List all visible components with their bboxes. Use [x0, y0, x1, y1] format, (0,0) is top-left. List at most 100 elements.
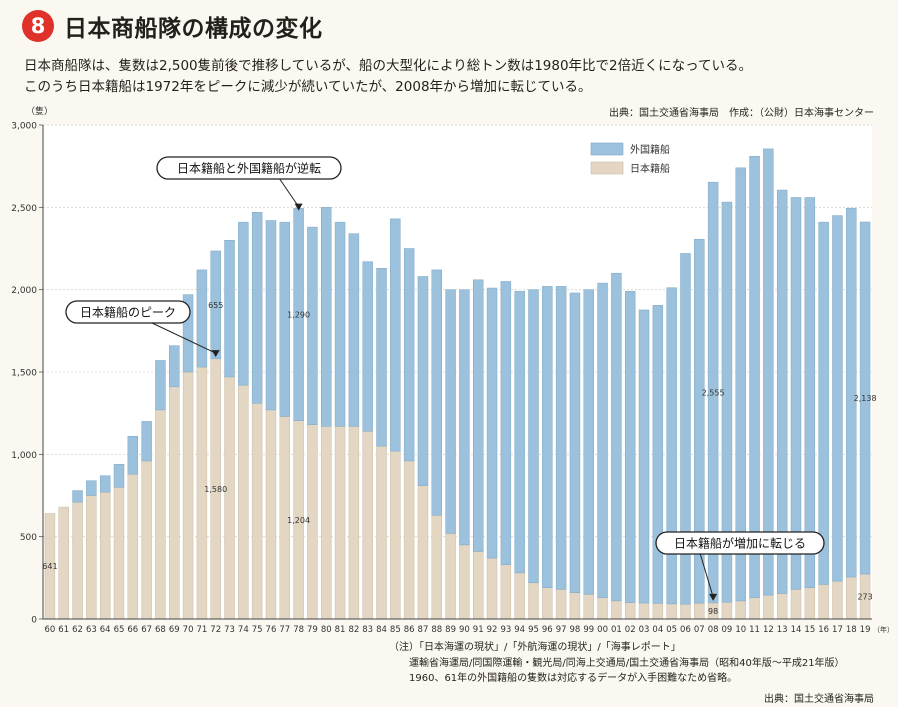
legend-swatch-foreign — [590, 142, 624, 156]
bar-japan-68 — [155, 409, 166, 620]
y-tick-label: 500 — [20, 533, 37, 543]
bar-japan-12 — [763, 594, 774, 620]
x-tick-label: 14 — [791, 625, 802, 635]
bar-foreign-77 — [279, 221, 291, 417]
x-tick-label: 06 — [680, 625, 691, 635]
bar-japan-83 — [362, 431, 373, 620]
bar-foreign-12 — [763, 148, 774, 596]
x-tick-label: 81 — [335, 625, 346, 635]
x-tick-label: 09 — [722, 625, 733, 635]
data-label-foreign-72: 655 — [208, 301, 223, 310]
x-tick-label: 93 — [500, 625, 511, 635]
x-tick-label: 02 — [625, 625, 636, 635]
bar-japan-74 — [238, 384, 249, 620]
x-tick-label: 89 — [445, 625, 456, 635]
bar-foreign-04 — [652, 305, 664, 604]
bar-japan-89 — [445, 533, 456, 620]
bar-foreign-07 — [694, 239, 705, 604]
bar-foreign-89 — [445, 289, 456, 534]
x-axis-unit-label: （年） — [873, 625, 894, 634]
page-title: 日本商船隊の構成の変化 — [64, 16, 323, 42]
bar-japan-91 — [473, 551, 484, 620]
bar-foreign-14 — [790, 197, 802, 590]
bar-japan-87 — [417, 485, 429, 620]
bar-foreign-93 — [500, 281, 512, 565]
bar-japan-85 — [390, 450, 401, 620]
data-label-foreign-19: 2,138 — [854, 394, 877, 403]
bar-japan-15 — [804, 587, 816, 620]
bar-japan-70 — [182, 371, 194, 620]
x-tick-label: 07 — [694, 625, 705, 635]
x-tick-label: 85 — [390, 625, 401, 635]
annotation-text: 日本籍船が増加に転じる — [674, 536, 806, 551]
x-tick-label: 04 — [652, 625, 663, 635]
annotation-arrow-head — [294, 203, 303, 211]
data-label-japan-19: 273 — [857, 593, 872, 602]
x-tick-label: 84 — [376, 625, 387, 635]
annotation-leader — [149, 321, 216, 354]
bar-japan-98 — [569, 592, 581, 620]
bar-foreign-90 — [459, 289, 470, 546]
bar-japan-11 — [749, 597, 760, 620]
x-tick-label: 71 — [196, 625, 207, 635]
data-label-japan-08: 98 — [708, 607, 718, 616]
x-tick-label: 05 — [666, 625, 677, 635]
y-tick-label: 2,000 — [11, 286, 37, 296]
data-label-japan-60: 641 — [42, 562, 57, 571]
bar-foreign-91 — [473, 279, 484, 552]
x-tick-label: 77 — [279, 625, 290, 635]
bar-foreign-80 — [321, 207, 332, 427]
x-tick-label: 65 — [114, 625, 125, 635]
bar-foreign-03 — [638, 309, 650, 604]
x-tick-label: 16 — [818, 625, 829, 635]
bar-japan-86 — [403, 460, 415, 620]
bar-foreign-86 — [403, 248, 415, 462]
x-tick-label: 86 — [404, 625, 415, 635]
bar-foreign-16 — [818, 221, 829, 585]
x-tick-label: 95 — [528, 625, 539, 635]
bar-japan-99 — [583, 594, 594, 620]
x-tick-label: 92 — [487, 625, 498, 635]
x-tick-label: 61 — [58, 625, 69, 635]
bar-foreign-72 — [210, 250, 221, 360]
description-line-1: 日本商船隊は、隻数は2,500隻前後で推移しているが、船の大型化により総トン数は… — [24, 58, 752, 74]
bar-japan-80 — [321, 426, 332, 620]
data-label-foreign-78: 1,290 — [287, 311, 310, 320]
legend-swatch-japan — [590, 161, 624, 175]
bar-foreign-87 — [417, 276, 429, 486]
note-line-3: 1960、61年の外国籍船の隻数は対応するデータが入手困難なため省略。 — [409, 673, 738, 684]
annotation-arrow-head — [709, 593, 718, 601]
bar-foreign-84 — [376, 268, 387, 447]
bar-japan-69 — [169, 386, 180, 620]
bar-japan-14 — [790, 589, 802, 620]
bar-japan-92 — [486, 557, 498, 620]
x-tick-label: 97 — [556, 625, 567, 635]
bar-foreign-10 — [735, 167, 746, 602]
bar-japan-01 — [611, 600, 622, 620]
x-tick-label: 69 — [169, 625, 180, 635]
bar-foreign-94 — [514, 291, 525, 574]
bar-foreign-17 — [832, 215, 843, 582]
x-tick-label: 11 — [749, 625, 760, 635]
annotation-arrow-head — [211, 350, 220, 358]
bar-japan-93 — [500, 564, 512, 620]
bar-japan-07 — [694, 602, 705, 620]
x-tick-label: 01 — [611, 625, 622, 635]
x-tick-label: 94 — [514, 625, 525, 635]
bar-japan-13 — [776, 593, 788, 620]
y-tick-label: 3,000 — [11, 122, 37, 132]
bar-foreign-65 — [113, 463, 125, 488]
x-tick-label: 80 — [321, 625, 332, 635]
title-row: 8 日本商船隊の構成の変化 — [22, 8, 323, 44]
bar-japan-04 — [652, 603, 664, 620]
bar-japan-06 — [680, 603, 691, 620]
bar-foreign-74 — [238, 221, 249, 386]
x-tick-label: 73 — [224, 625, 235, 635]
bar-foreign-75 — [251, 212, 263, 404]
data-label-foreign-08: 2,555 — [702, 389, 725, 398]
bar-japan-65 — [113, 487, 125, 620]
bar-japan-94 — [514, 572, 525, 620]
x-tick-label: 98 — [570, 625, 581, 635]
x-tick-label: 63 — [86, 625, 97, 635]
bar-foreign-85 — [390, 218, 401, 452]
